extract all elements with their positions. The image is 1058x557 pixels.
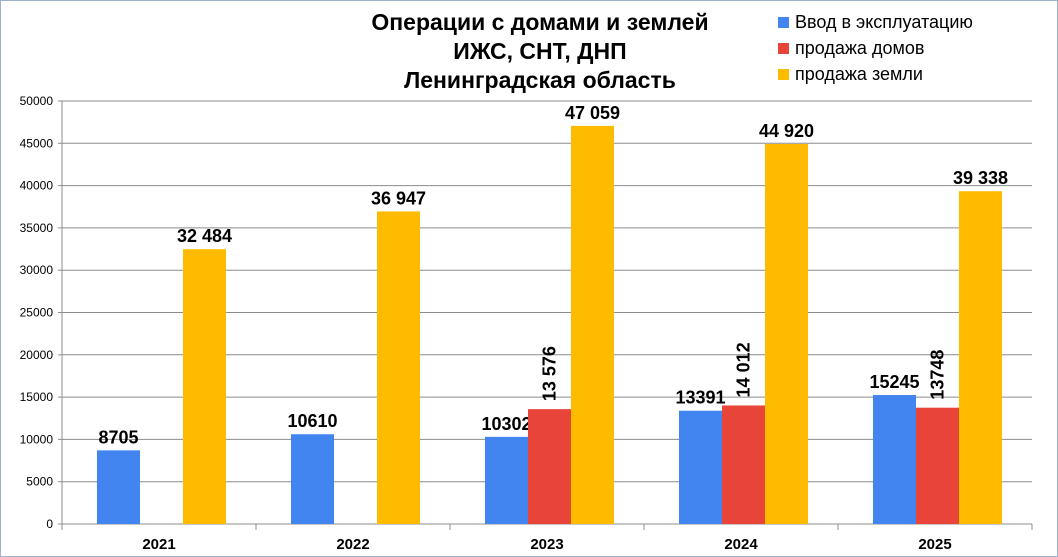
bar-land-sales bbox=[183, 249, 226, 524]
y-tick-label: 25000 bbox=[20, 306, 54, 320]
y-tick-label: 20000 bbox=[20, 348, 54, 362]
data-label-commissioning: 15245 bbox=[869, 372, 919, 392]
data-label-house-sales: 14 012 bbox=[734, 342, 754, 397]
y-tick-label: 30000 bbox=[20, 263, 54, 277]
y-tick-label: 45000 bbox=[20, 136, 54, 150]
legend-swatch-commissioning bbox=[778, 16, 789, 28]
legend-item-commissioning: Ввод в эксплуатацию bbox=[778, 9, 973, 35]
bar-commissioning bbox=[291, 434, 334, 524]
legend-label-commissioning: Ввод в эксплуатацию bbox=[795, 11, 973, 32]
bar-land-sales bbox=[765, 143, 808, 524]
y-tick-label: 10000 bbox=[20, 432, 54, 446]
legend-item-house-sales: продажа домов bbox=[778, 35, 973, 61]
x-tick-label: 2021 bbox=[142, 536, 175, 553]
chart-legend: Ввод в эксплуатацию продажа домов продаж… bbox=[778, 9, 973, 87]
y-tick-label: 35000 bbox=[20, 221, 54, 235]
data-label-land-sales: 32 484 bbox=[177, 226, 232, 246]
legend-item-land-sales: продажа земли bbox=[778, 61, 973, 87]
y-tick-label: 15000 bbox=[20, 390, 54, 404]
data-label-house-sales: 13748 bbox=[928, 350, 948, 400]
x-tick-label: 2023 bbox=[530, 536, 563, 553]
legend-swatch-house-sales bbox=[778, 42, 789, 54]
chart-title: Операции с домами и землей ИЖС, СНТ, ДНП… bbox=[300, 8, 780, 95]
data-label-commissioning: 10302 bbox=[481, 414, 531, 434]
legend-label-house-sales: продажа домов bbox=[795, 37, 925, 58]
y-tick-label: 50000 bbox=[20, 94, 54, 108]
data-label-land-sales: 44 920 bbox=[759, 121, 814, 141]
bar-commissioning bbox=[679, 410, 722, 524]
bar-commissioning bbox=[97, 450, 140, 524]
chart-title-line-1: Операции с домами и землей bbox=[371, 9, 709, 35]
y-tick-label: 40000 bbox=[20, 179, 54, 193]
bar-house-sales bbox=[916, 407, 959, 524]
data-label-commissioning: 13391 bbox=[675, 388, 725, 408]
data-label-house-sales: 13 576 bbox=[540, 346, 560, 401]
y-tick-label: 5000 bbox=[26, 475, 53, 489]
bar-house-sales bbox=[722, 405, 765, 524]
bar-land-sales bbox=[959, 191, 1002, 525]
legend-swatch-land-sales bbox=[778, 68, 789, 80]
legend-label-land-sales: продажа земли bbox=[795, 63, 923, 84]
chart-title-line-2: ИЖС, СНТ, ДНП bbox=[453, 38, 627, 64]
bar-house-sales bbox=[528, 409, 571, 524]
data-label-land-sales: 36 947 bbox=[371, 188, 426, 208]
data-label-commissioning: 8705 bbox=[98, 427, 138, 447]
y-tick-label: 0 bbox=[46, 517, 53, 531]
data-label-commissioning: 10610 bbox=[287, 411, 337, 431]
data-label-land-sales: 39 338 bbox=[953, 168, 1008, 188]
bar-commissioning bbox=[873, 395, 916, 524]
data-label-land-sales: 47 059 bbox=[565, 103, 620, 123]
bar-commissioning bbox=[485, 436, 528, 524]
bar-land-sales bbox=[571, 125, 614, 524]
bar-land-sales bbox=[377, 211, 420, 524]
chart-title-line-3: Ленинградская область bbox=[404, 67, 676, 93]
x-tick-label: 2024 bbox=[724, 536, 758, 553]
x-tick-label: 2022 bbox=[336, 536, 369, 553]
x-tick-label: 2025 bbox=[918, 536, 951, 553]
